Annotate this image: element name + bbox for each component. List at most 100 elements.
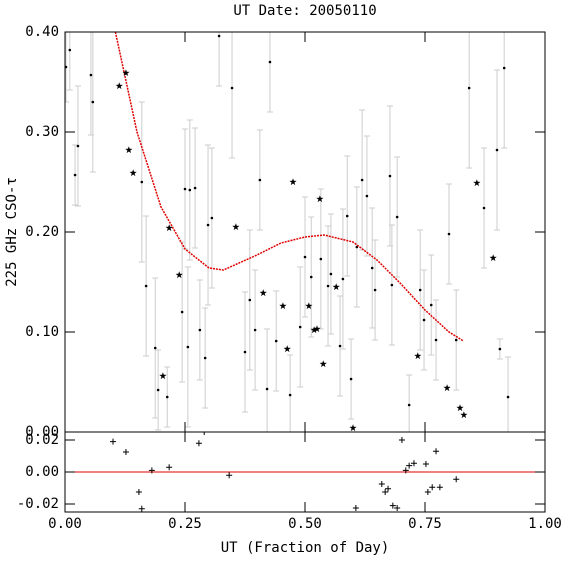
y-tick-label: 0.20 xyxy=(25,224,59,240)
data-point xyxy=(188,188,192,192)
data-point xyxy=(454,338,458,342)
data-point xyxy=(467,86,471,90)
residual-point xyxy=(385,485,392,492)
data-point xyxy=(395,215,399,219)
residual-point xyxy=(410,460,417,467)
data-point xyxy=(407,403,411,407)
residual-point xyxy=(378,481,385,487)
y-tick-label: 0.40 xyxy=(25,24,59,40)
y-tick-label: 0.30 xyxy=(25,124,59,140)
star-point xyxy=(283,345,291,353)
star-point xyxy=(489,254,497,262)
frame xyxy=(64,31,546,513)
data-point xyxy=(298,325,302,329)
data-point xyxy=(360,178,364,182)
residual-point xyxy=(110,438,116,445)
y-axis-label: 225 GHz CSO-τ xyxy=(4,177,20,287)
star-point xyxy=(289,178,297,186)
x-tick-label: 0.50 xyxy=(288,516,322,532)
star-point xyxy=(165,224,173,232)
data-point xyxy=(288,393,292,397)
residual-point xyxy=(422,461,429,467)
data-point xyxy=(303,255,307,259)
y-tick-label: -0.02 xyxy=(17,496,59,512)
data-point xyxy=(349,377,353,381)
data-point xyxy=(243,350,247,354)
x-axis-label: UT (Fraction of Day) xyxy=(221,540,390,556)
data-point xyxy=(329,272,333,276)
star-point xyxy=(122,69,130,77)
data-point xyxy=(274,339,278,343)
residual-point xyxy=(402,467,409,474)
data-point xyxy=(370,266,374,270)
residual-point xyxy=(429,484,436,491)
residual-point xyxy=(148,467,155,474)
star-point xyxy=(316,195,324,203)
data-point xyxy=(217,34,221,38)
star-point xyxy=(313,325,321,333)
data-point xyxy=(309,275,313,279)
data-point xyxy=(390,283,394,287)
residual-point xyxy=(195,440,202,447)
star-point xyxy=(473,179,481,187)
residual-point xyxy=(394,505,401,511)
data-point xyxy=(248,298,252,302)
data-point xyxy=(326,284,330,288)
residual-point xyxy=(436,484,443,491)
x-tick-label: 0.25 xyxy=(168,516,202,532)
star-point xyxy=(332,283,340,291)
star-point xyxy=(456,404,464,412)
star-point xyxy=(460,411,468,419)
star-point xyxy=(159,372,167,380)
data-point xyxy=(418,288,422,292)
data-point xyxy=(180,310,184,314)
data-point xyxy=(319,257,323,261)
residual-point xyxy=(122,449,129,455)
star-point xyxy=(279,302,287,310)
star-point xyxy=(129,169,137,177)
residual-point xyxy=(453,476,460,483)
data-point xyxy=(198,328,202,332)
axes: 0.000.100.200.300.400.020.00-0.020.00 0.2… xyxy=(17,24,562,532)
residual-point xyxy=(166,464,173,471)
data-point xyxy=(482,206,486,210)
data-point xyxy=(388,174,392,178)
data-point xyxy=(253,328,257,332)
residual-plot xyxy=(65,432,545,512)
star-point xyxy=(305,302,313,310)
data-point xyxy=(258,178,262,182)
residual-point xyxy=(226,472,233,479)
data-point xyxy=(89,73,93,77)
star-point xyxy=(349,424,357,432)
data-point xyxy=(341,277,345,281)
x-tick-label: 0.75 xyxy=(408,516,442,532)
y-tick-label: 0.10 xyxy=(25,324,59,340)
data-point xyxy=(165,395,169,399)
data-point xyxy=(210,216,214,220)
data-point xyxy=(183,187,187,191)
data-point xyxy=(76,144,80,148)
data-point xyxy=(144,284,148,288)
data-point xyxy=(203,356,207,360)
residual-point xyxy=(138,505,145,512)
data-point xyxy=(429,303,433,307)
fit-curve xyxy=(114,32,464,342)
data-point xyxy=(447,232,451,236)
star-point xyxy=(259,289,267,297)
data-point xyxy=(153,346,157,350)
data-point xyxy=(498,347,502,351)
residual-point xyxy=(398,437,405,443)
data-point xyxy=(230,86,234,90)
data-point xyxy=(422,318,426,322)
data-point xyxy=(338,344,342,348)
data-point xyxy=(268,60,272,64)
data-point xyxy=(68,48,72,52)
residual-point xyxy=(382,489,389,495)
residual-point xyxy=(201,432,208,435)
y-tick-label: 0.02 xyxy=(25,432,59,448)
data-point xyxy=(186,345,190,349)
data-point xyxy=(345,214,349,218)
star-point xyxy=(125,146,133,154)
data-point xyxy=(495,148,499,152)
star-point xyxy=(310,326,318,334)
